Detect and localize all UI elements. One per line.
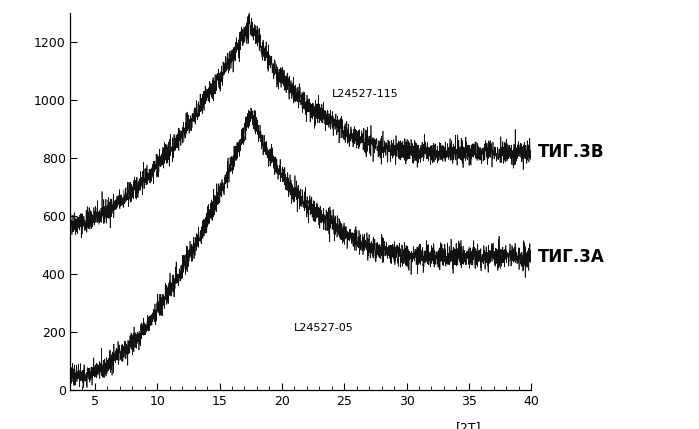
Text: L24527-115: L24527-115	[332, 89, 398, 99]
Text: L24527-05: L24527-05	[294, 323, 354, 333]
Text: ΤИГ.3А: ΤИГ.3А	[538, 248, 604, 266]
Text: ΤИГ.3В: ΤИГ.3В	[538, 143, 604, 161]
Text: [2T]: [2T]	[456, 421, 482, 429]
